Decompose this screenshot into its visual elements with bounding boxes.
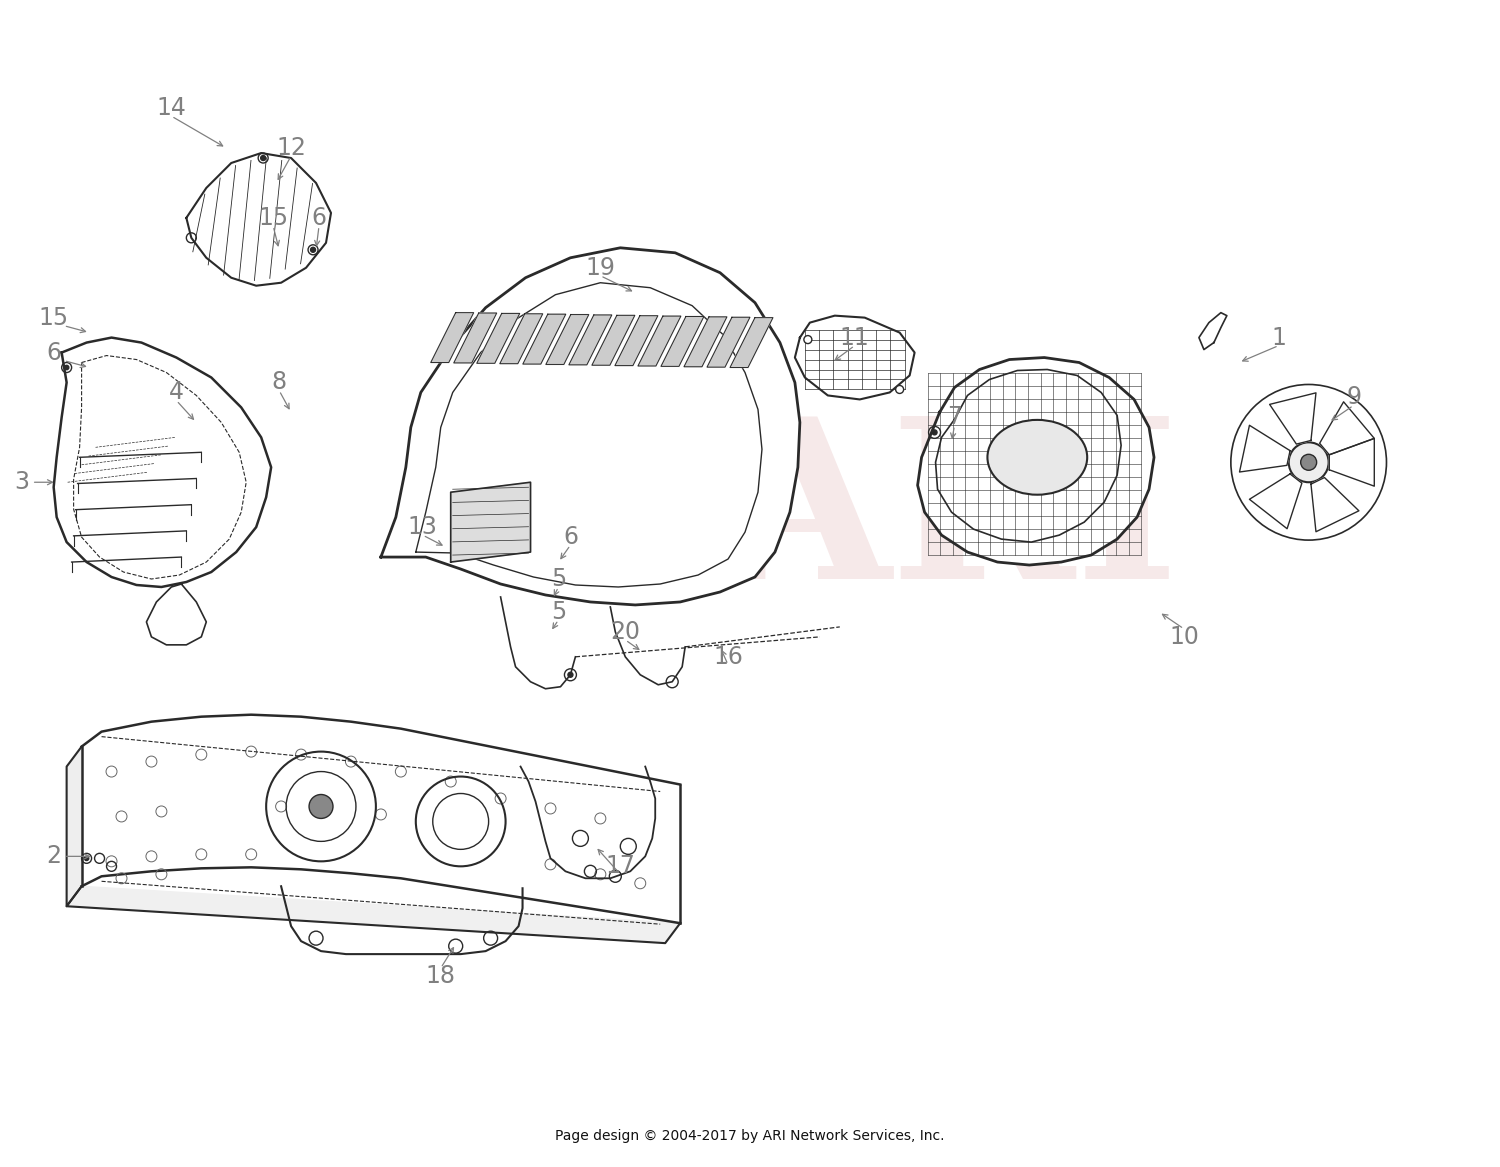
Text: 11: 11 (840, 326, 870, 350)
Polygon shape (54, 337, 271, 587)
Ellipse shape (987, 420, 1088, 495)
Text: 2: 2 (46, 845, 62, 868)
Circle shape (1288, 442, 1329, 482)
Circle shape (804, 336, 812, 343)
Polygon shape (592, 315, 634, 365)
Polygon shape (500, 314, 543, 364)
Polygon shape (1329, 439, 1374, 487)
Circle shape (261, 155, 266, 161)
Circle shape (84, 857, 88, 860)
Text: 4: 4 (170, 380, 184, 405)
Polygon shape (918, 357, 1154, 565)
Text: 10: 10 (1168, 624, 1198, 649)
Circle shape (896, 385, 903, 393)
Text: 18: 18 (426, 964, 456, 988)
Polygon shape (730, 317, 772, 368)
Polygon shape (1198, 313, 1227, 350)
Polygon shape (1239, 425, 1290, 471)
Polygon shape (450, 482, 531, 562)
Text: 6: 6 (562, 525, 578, 550)
Text: 3: 3 (13, 470, 28, 495)
Text: 7: 7 (946, 405, 962, 429)
Text: 14: 14 (156, 96, 186, 120)
Polygon shape (66, 886, 680, 943)
Text: 6: 6 (46, 341, 62, 364)
Polygon shape (662, 316, 704, 366)
Text: 13: 13 (408, 515, 438, 539)
Circle shape (310, 247, 315, 252)
Polygon shape (186, 153, 332, 286)
Polygon shape (615, 316, 658, 365)
Text: 9: 9 (1346, 385, 1360, 410)
Circle shape (1300, 454, 1317, 470)
Text: 19: 19 (585, 256, 615, 280)
Polygon shape (81, 714, 680, 923)
Polygon shape (430, 313, 474, 363)
Polygon shape (381, 247, 800, 605)
Text: 16: 16 (712, 645, 742, 669)
Text: Page design © 2004-2017 by ARI Network Services, Inc.: Page design © 2004-2017 by ARI Network S… (555, 1128, 945, 1142)
Text: 15: 15 (39, 306, 69, 329)
Text: 17: 17 (606, 854, 634, 879)
Polygon shape (477, 314, 519, 363)
Polygon shape (684, 317, 728, 366)
Polygon shape (1250, 474, 1302, 529)
Text: 5: 5 (550, 600, 566, 624)
Polygon shape (454, 313, 497, 363)
Polygon shape (1269, 393, 1316, 445)
Circle shape (932, 429, 938, 435)
Polygon shape (706, 317, 750, 368)
Polygon shape (520, 767, 656, 879)
Circle shape (64, 365, 69, 370)
Text: 15: 15 (258, 205, 288, 230)
Text: 6: 6 (312, 205, 327, 230)
Polygon shape (524, 314, 566, 364)
Polygon shape (795, 315, 915, 399)
Polygon shape (568, 315, 612, 365)
Polygon shape (638, 316, 681, 366)
Text: 5: 5 (550, 567, 566, 591)
Polygon shape (1320, 401, 1374, 455)
Circle shape (568, 672, 573, 677)
Text: 12: 12 (276, 137, 306, 160)
Polygon shape (546, 315, 590, 364)
Text: 8: 8 (272, 370, 286, 394)
Polygon shape (1311, 477, 1359, 532)
Text: 1: 1 (1272, 326, 1286, 350)
Circle shape (309, 795, 333, 818)
Polygon shape (66, 747, 81, 907)
Text: 20: 20 (610, 620, 640, 644)
Text: ARI: ARI (718, 410, 1180, 626)
